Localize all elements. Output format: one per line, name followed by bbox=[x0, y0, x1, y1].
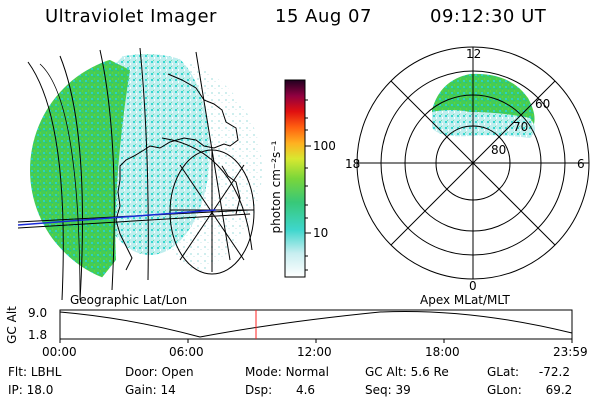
colorbar-tick-100: 100 bbox=[313, 139, 336, 153]
mlt-label-12: 12 bbox=[466, 47, 482, 61]
lat-ring-label-70: 70 bbox=[513, 120, 529, 134]
lat-ring-label-60: 60 bbox=[535, 97, 551, 111]
geographic-image bbox=[17, 47, 262, 301]
colorbar-unit-label: photon cm⁻²s⁻¹ bbox=[269, 140, 283, 234]
satellite-track bbox=[17, 209, 217, 226]
time-tick-0600: 06:00 bbox=[169, 345, 204, 359]
apex-caption: Apex MLat/MLT bbox=[420, 293, 510, 307]
mlt-label-6: 6 bbox=[577, 157, 585, 171]
geographic-caption: Geographic Lat/Lon bbox=[70, 293, 188, 307]
gain-status: Gain: 14 bbox=[125, 383, 176, 397]
colorbar-tick-10: 10 bbox=[313, 226, 329, 240]
seq-status: Seq: 39 bbox=[365, 383, 411, 397]
gc-alt-status: GC Alt: 5.6 Re bbox=[365, 365, 449, 379]
alt-tick-max: 9.0 bbox=[28, 306, 48, 320]
mlt-label-0: 0 bbox=[469, 279, 477, 293]
altitude-curve bbox=[59, 310, 573, 338]
glon-status: GLon: 69.2 bbox=[487, 383, 573, 397]
alt-tick-min: 1.8 bbox=[28, 328, 48, 342]
instrument-title: Ultraviolet Imager bbox=[45, 6, 217, 27]
coastline bbox=[115, 73, 239, 271]
time-tick-1800: 18:00 bbox=[425, 345, 460, 359]
time-tick-1200: 12:00 bbox=[297, 345, 332, 359]
time-tick-2359: 23:59 bbox=[553, 345, 588, 359]
observation-date: 15 Aug 07 bbox=[275, 6, 372, 27]
colorbar bbox=[284, 79, 311, 278]
door-status: Door: Open bbox=[125, 365, 194, 379]
glat-status: GLat: -72.2 bbox=[487, 365, 570, 379]
mode-status: Mode: Normal bbox=[245, 365, 329, 379]
observation-time: 09:12:30 UT bbox=[430, 6, 547, 27]
filter-status: Flt: LBHL bbox=[8, 365, 62, 379]
dsp-status: Dsp: 4.6 bbox=[245, 383, 316, 397]
lat-lon-grid bbox=[17, 47, 255, 301]
gc-alt-axis-label: GC Alt bbox=[5, 306, 19, 344]
altitude-plot bbox=[59, 309, 573, 343]
polar-plot bbox=[356, 46, 590, 280]
time-tick-0000: 00:00 bbox=[42, 345, 77, 359]
lat-ring-label-80: 80 bbox=[491, 143, 507, 157]
mlt-label-18: 18 bbox=[345, 157, 361, 171]
ip-status: IP: 18.0 bbox=[8, 383, 54, 397]
